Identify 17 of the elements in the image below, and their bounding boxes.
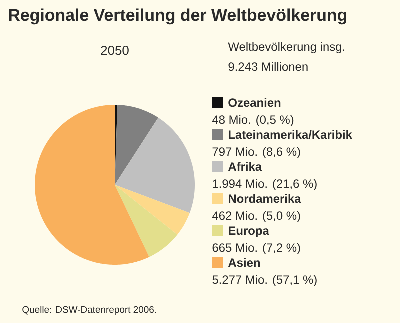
- data-label: 665 Mio. (7,2 %): [212, 243, 300, 254]
- data-label: 1.994 Mio. (21,6 %): [213, 179, 317, 190]
- text: 9.243 Millionen: [228, 62, 308, 72]
- data-label: 797 Mio. (8,6 %): [212, 147, 300, 158]
- legend-label: Afrika: [228, 162, 262, 172]
- legend-label: Europa: [228, 226, 270, 238]
- data-label: 5.277 Mio. (57,1 %): [212, 275, 317, 286]
- text: Weltbevölkerung insg.: [228, 42, 344, 54]
- legend-label: Lateinamerika/Karibik: [228, 130, 352, 140]
- chart-title: Regionale Verteilung der Weltbevölkerung: [9, 8, 347, 25]
- data-label: 462 Mio. (5,0 %): [212, 211, 300, 222]
- data-label: 48 Mio. (0,5 %): [212, 115, 294, 126]
- legend-label: Nordamerika: [228, 194, 302, 204]
- chart-subtitle: 2050: [101, 46, 129, 56]
- source-note: Quelle: DSW-Datenreport 2006.: [22, 306, 156, 315]
- legend-label: Ozeanien: [228, 98, 281, 108]
- legend-label: Asien: [228, 258, 260, 268]
